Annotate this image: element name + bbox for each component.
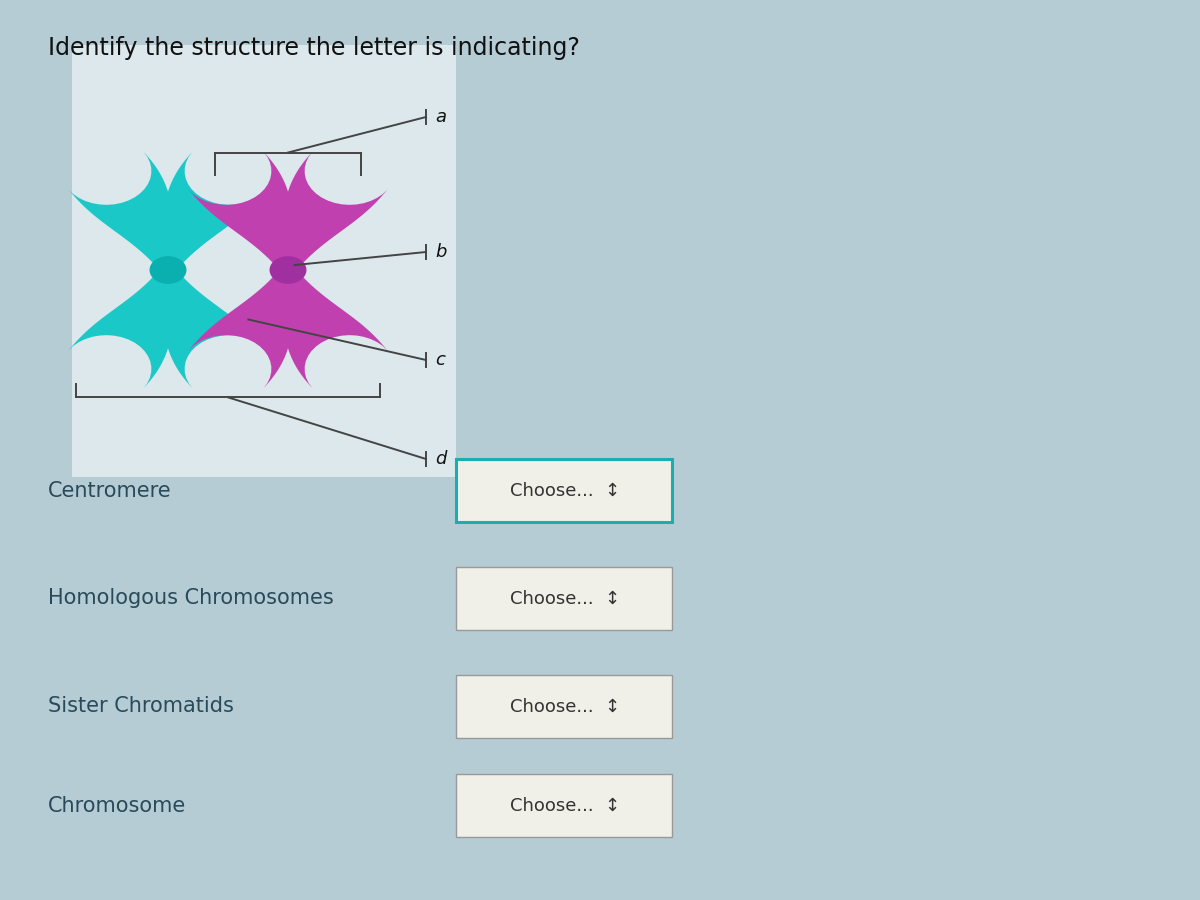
Text: Choose...  ↕: Choose... ↕ — [510, 796, 620, 814]
Text: Chromosome: Chromosome — [48, 796, 186, 815]
Circle shape — [270, 256, 306, 284]
FancyBboxPatch shape — [456, 774, 672, 837]
FancyBboxPatch shape — [456, 567, 672, 630]
Text: b: b — [436, 243, 446, 261]
Polygon shape — [163, 272, 268, 388]
Text: Sister Chromatids: Sister Chromatids — [48, 697, 234, 716]
Polygon shape — [283, 272, 388, 388]
Text: a: a — [436, 108, 446, 126]
Text: Choose...  ↕: Choose... ↕ — [510, 698, 620, 716]
Circle shape — [150, 256, 186, 284]
Text: Choose...  ↕: Choose... ↕ — [510, 482, 620, 500]
Polygon shape — [188, 152, 293, 268]
FancyBboxPatch shape — [456, 675, 672, 738]
Polygon shape — [163, 152, 268, 268]
Text: Centromere: Centromere — [48, 481, 172, 500]
Text: d: d — [436, 450, 446, 468]
Text: Choose...  ↕: Choose... ↕ — [510, 590, 620, 608]
Text: Identify the structure the letter is indicating?: Identify the structure the letter is ind… — [48, 36, 580, 60]
Polygon shape — [68, 152, 173, 268]
FancyBboxPatch shape — [72, 45, 456, 477]
Text: c: c — [436, 351, 445, 369]
Polygon shape — [283, 152, 388, 268]
Polygon shape — [68, 272, 173, 388]
Polygon shape — [188, 272, 293, 388]
FancyBboxPatch shape — [456, 459, 672, 522]
Text: Homologous Chromosomes: Homologous Chromosomes — [48, 589, 334, 608]
